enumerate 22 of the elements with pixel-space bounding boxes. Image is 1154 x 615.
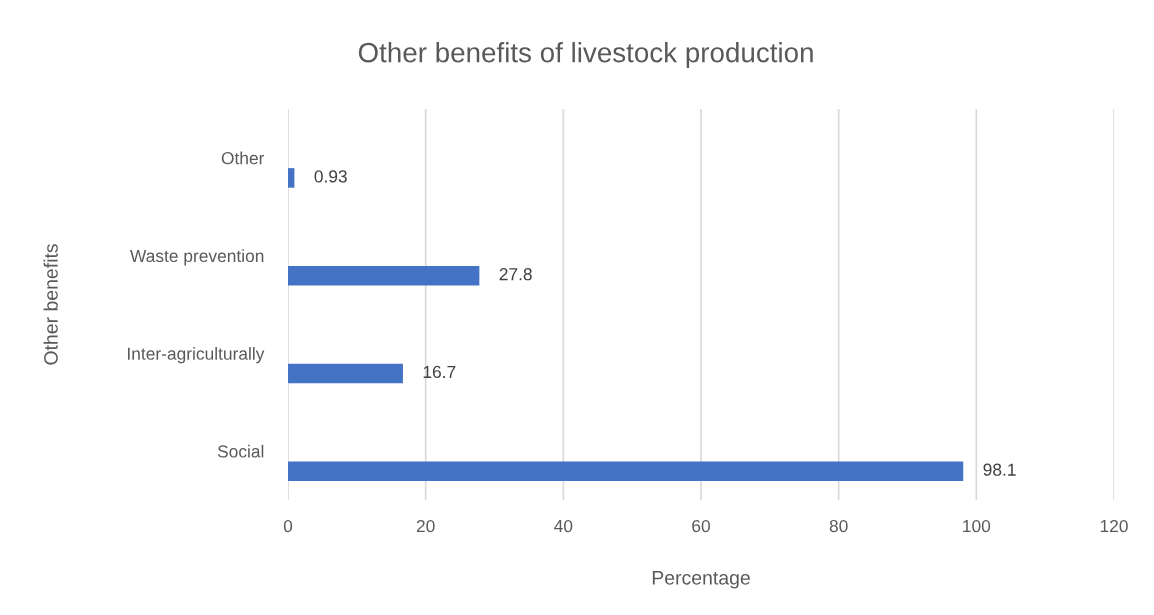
y-axis-title: Other benefits	[43, 244, 58, 365]
x-tick-label: 80	[829, 519, 848, 533]
y-tick-label: Social	[217, 444, 264, 458]
y-tick-label: Waste prevention	[130, 249, 264, 266]
bar	[288, 461, 964, 481]
y-tick-label: Inter-agriculturally	[128, 347, 265, 364]
x-tick-label: 40	[554, 519, 573, 533]
y-tick-label: Other	[221, 151, 265, 165]
data-label: 0.93	[314, 170, 347, 183]
bar	[288, 363, 403, 384]
data-label: 27.8	[499, 268, 532, 281]
data-label: 98.1	[983, 463, 1016, 476]
x-axis-title: Percentage	[652, 571, 750, 589]
x-tick-label: 100	[963, 519, 991, 533]
x-tick-label: 0	[283, 519, 293, 533]
data-label: 16.7	[423, 365, 456, 379]
bar	[288, 168, 295, 188]
chart-title: Other benefits of livestock production	[358, 42, 813, 68]
x-tick-label: 60	[692, 519, 710, 533]
bar	[288, 265, 480, 286]
x-tick-label: 120	[1100, 519, 1128, 533]
x-tick-label: 20	[416, 519, 435, 533]
